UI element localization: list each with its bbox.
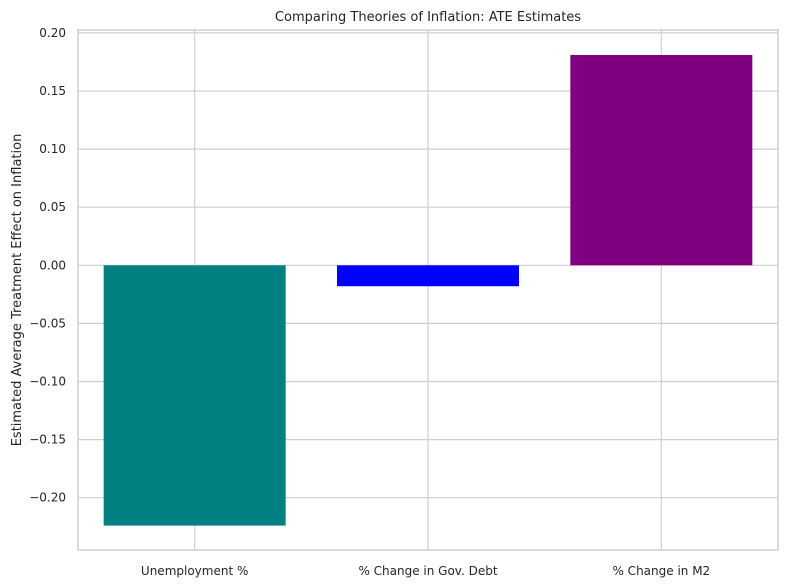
bars-layer <box>103 54 753 526</box>
y-tick-label: 0.15 <box>39 84 66 98</box>
x-tick-label: Unemployment % <box>141 564 248 578</box>
y-tick-label: 0.20 <box>39 26 66 40</box>
bar <box>570 54 753 266</box>
chart-title: Comparing Theories of Inflation: ATE Est… <box>275 10 581 25</box>
y-tick-label: 0.00 <box>39 258 66 272</box>
x-tick-label: % Change in Gov. Debt <box>358 564 497 578</box>
y-tick-label: −0.20 <box>29 491 66 505</box>
bar <box>103 265 286 526</box>
bar <box>337 265 519 287</box>
x-tick-label: % Change in M2 <box>612 564 710 578</box>
y-axis-label: Estimated Average Treatment Effect on In… <box>10 134 25 447</box>
y-tick-label: −0.10 <box>29 375 66 389</box>
y-tick-label: 0.05 <box>39 200 66 214</box>
plot-frame <box>77 29 779 551</box>
y-tick-label: −0.05 <box>29 316 66 330</box>
ticks-layer: −0.20 −0.15 −0.10 −0.05 0.00 0.05 0.10 0.15 0.20… <box>29 26 710 578</box>
y-tick-label: 0.10 <box>39 142 66 156</box>
y-tick-label: −0.15 <box>29 433 66 447</box>
